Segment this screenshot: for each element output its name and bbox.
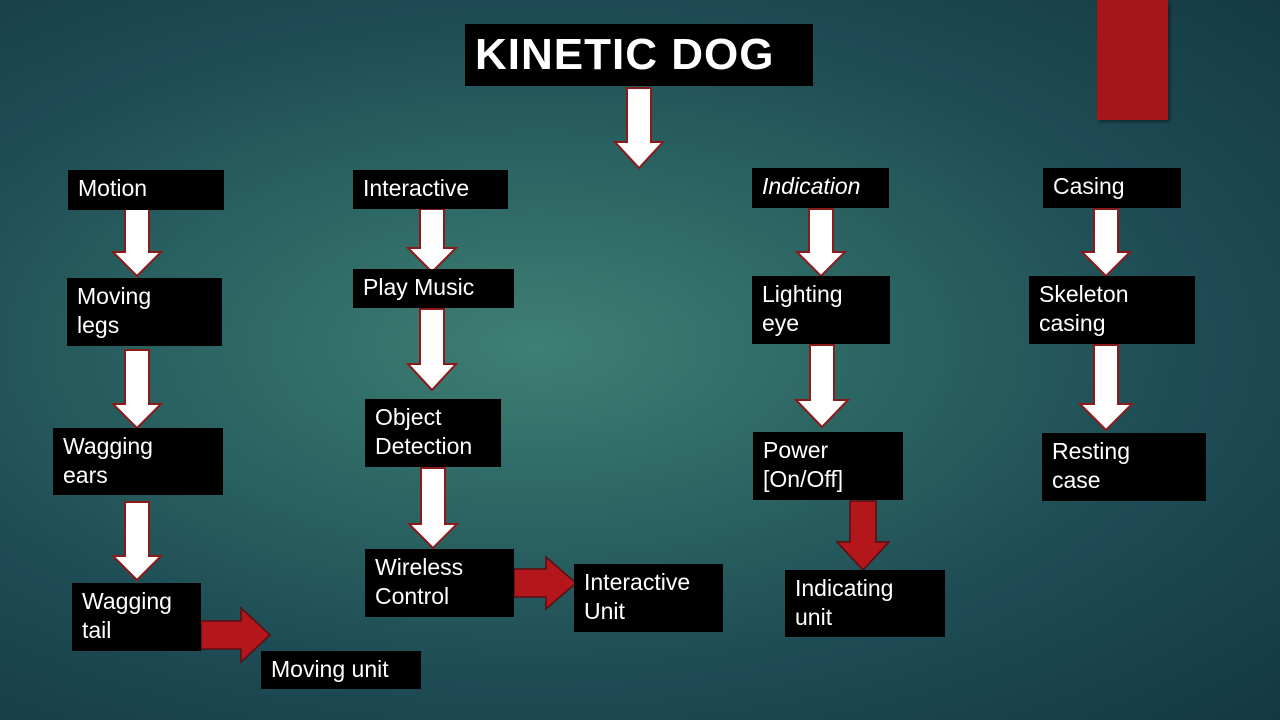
interactive-step-wireless-control: Wireless Control bbox=[365, 549, 514, 617]
motion-step-moving-legs: Moving legs bbox=[67, 278, 222, 346]
interactive-header: Interactive bbox=[353, 170, 508, 209]
casing-step-resting-case: Resting case bbox=[1042, 433, 1206, 501]
motion-step-wagging-tail: Wagging tail bbox=[72, 583, 201, 651]
interactive-unit-box: Interactive Unit bbox=[574, 564, 723, 632]
arrow-motion-1 bbox=[110, 208, 164, 278]
arrow-indication-1 bbox=[794, 208, 848, 278]
arrow-interactive-3 bbox=[406, 467, 460, 550]
page-title: KINETIC DOG bbox=[465, 24, 813, 86]
arrow-interactive-2 bbox=[405, 308, 459, 392]
motion-step-wagging-ears: Wagging ears bbox=[53, 428, 223, 495]
interactive-step-play-music: Play Music bbox=[353, 269, 514, 308]
indication-step-lighting-eye: Lighting eye bbox=[752, 276, 890, 344]
motion-header: Motion bbox=[68, 170, 224, 210]
arrow-to-interactive-unit bbox=[513, 555, 578, 611]
arrow-indication-2 bbox=[793, 344, 851, 429]
moving-unit-box: Moving unit bbox=[261, 651, 421, 689]
arrow-casing-1 bbox=[1079, 208, 1133, 278]
red-accent-bar bbox=[1097, 0, 1168, 120]
casing-header: Casing bbox=[1043, 168, 1181, 208]
indication-header: Indication bbox=[752, 168, 889, 208]
arrow-to-indicating-unit bbox=[835, 500, 891, 572]
arrow-to-moving-unit bbox=[200, 606, 272, 664]
interactive-step-object-detection: Object Detection bbox=[365, 399, 501, 467]
indicating-unit-box: Indicating unit bbox=[785, 570, 945, 637]
indication-step-power: Power [On/Off] bbox=[753, 432, 903, 500]
arrow-casing-2 bbox=[1077, 344, 1135, 432]
arrow-interactive-1 bbox=[405, 208, 459, 274]
arrow-motion-2 bbox=[110, 349, 164, 430]
arrow-motion-3 bbox=[110, 501, 164, 582]
arrow-title-down bbox=[612, 87, 666, 170]
casing-step-skeleton-casing: Skeleton casing bbox=[1029, 276, 1195, 344]
